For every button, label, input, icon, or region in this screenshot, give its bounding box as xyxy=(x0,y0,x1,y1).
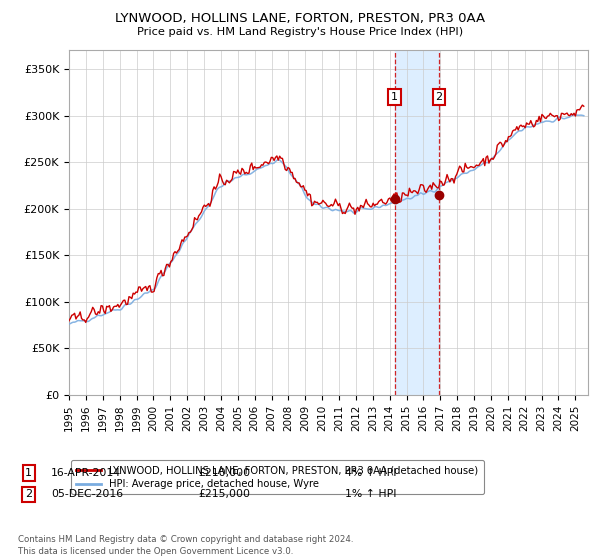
Text: 16-APR-2014: 16-APR-2014 xyxy=(51,468,121,478)
Text: 1% ↑ HPI: 1% ↑ HPI xyxy=(345,489,397,500)
Text: 4% ↑ HPI: 4% ↑ HPI xyxy=(345,468,397,478)
Legend: LYNWOOD, HOLLINS LANE, FORTON, PRESTON, PR3 0AA (detached house), HPI: Average p: LYNWOOD, HOLLINS LANE, FORTON, PRESTON, … xyxy=(71,460,484,494)
Text: 1: 1 xyxy=(25,468,32,478)
Text: £215,000: £215,000 xyxy=(198,489,250,500)
Bar xyxy=(395,50,439,395)
Text: 2: 2 xyxy=(25,489,32,500)
Text: LYNWOOD, HOLLINS LANE, FORTON, PRESTON, PR3 0AA: LYNWOOD, HOLLINS LANE, FORTON, PRESTON, … xyxy=(115,12,485,25)
Text: 2: 2 xyxy=(436,92,443,102)
Text: Contains HM Land Registry data © Crown copyright and database right 2024.
This d: Contains HM Land Registry data © Crown c… xyxy=(18,535,353,556)
Text: £210,000: £210,000 xyxy=(198,468,250,478)
Text: 1: 1 xyxy=(391,92,398,102)
Text: Price paid vs. HM Land Registry's House Price Index (HPI): Price paid vs. HM Land Registry's House … xyxy=(137,27,463,37)
Text: 05-DEC-2016: 05-DEC-2016 xyxy=(51,489,123,500)
